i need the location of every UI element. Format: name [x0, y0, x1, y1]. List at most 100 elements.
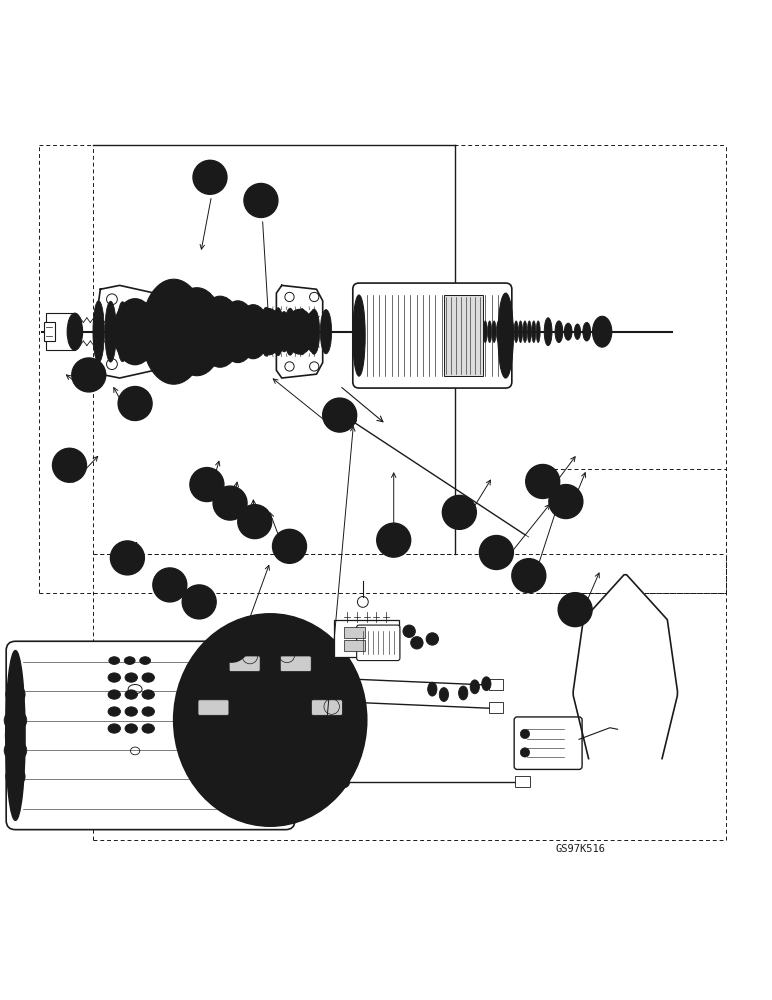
Ellipse shape [501, 321, 505, 343]
Ellipse shape [67, 313, 83, 350]
Ellipse shape [164, 304, 176, 360]
Circle shape [323, 398, 357, 432]
Ellipse shape [212, 319, 228, 344]
Ellipse shape [259, 317, 278, 347]
Text: 10: 10 [282, 540, 297, 553]
Ellipse shape [320, 310, 332, 354]
Text: 8: 8 [226, 497, 234, 510]
Circle shape [52, 448, 86, 482]
Ellipse shape [293, 312, 303, 352]
Text: 13: 13 [313, 742, 328, 755]
Ellipse shape [353, 295, 365, 376]
Ellipse shape [111, 709, 117, 714]
Circle shape [244, 183, 278, 217]
Ellipse shape [566, 327, 571, 337]
Ellipse shape [236, 306, 248, 357]
Ellipse shape [128, 726, 134, 731]
Ellipse shape [4, 742, 18, 759]
Ellipse shape [483, 321, 487, 343]
Ellipse shape [296, 309, 308, 355]
Ellipse shape [237, 305, 269, 359]
Text: 5: 5 [166, 578, 174, 591]
Ellipse shape [125, 673, 137, 682]
Ellipse shape [109, 657, 120, 664]
Ellipse shape [129, 302, 141, 361]
Ellipse shape [4, 712, 18, 729]
Ellipse shape [145, 675, 151, 680]
Ellipse shape [295, 325, 304, 339]
Text: 16: 16 [521, 569, 537, 582]
Ellipse shape [459, 686, 468, 700]
Ellipse shape [108, 707, 120, 716]
Ellipse shape [113, 299, 156, 365]
Ellipse shape [111, 659, 117, 663]
Ellipse shape [5, 686, 19, 703]
Ellipse shape [564, 323, 572, 340]
Ellipse shape [248, 322, 259, 341]
Circle shape [479, 536, 513, 569]
FancyBboxPatch shape [280, 656, 311, 671]
Text: 17: 17 [535, 475, 550, 488]
Ellipse shape [108, 690, 120, 699]
Circle shape [337, 776, 350, 788]
Ellipse shape [120, 308, 150, 356]
Ellipse shape [227, 672, 313, 768]
Text: 15: 15 [489, 546, 504, 559]
Ellipse shape [428, 682, 437, 696]
Ellipse shape [125, 707, 137, 716]
FancyBboxPatch shape [229, 656, 260, 671]
Ellipse shape [174, 614, 367, 826]
Circle shape [118, 387, 152, 420]
Ellipse shape [140, 657, 151, 664]
Ellipse shape [170, 288, 224, 376]
Ellipse shape [117, 302, 128, 362]
Ellipse shape [255, 309, 283, 355]
Text: 2: 2 [131, 397, 139, 410]
Ellipse shape [127, 318, 144, 346]
Ellipse shape [111, 675, 117, 680]
Ellipse shape [13, 742, 27, 759]
Ellipse shape [557, 325, 561, 338]
Ellipse shape [145, 692, 151, 697]
Circle shape [512, 559, 546, 593]
Ellipse shape [479, 321, 482, 343]
Ellipse shape [583, 322, 591, 341]
Circle shape [238, 505, 272, 539]
Ellipse shape [179, 303, 215, 360]
Ellipse shape [555, 321, 563, 343]
Ellipse shape [510, 321, 513, 343]
Ellipse shape [291, 318, 308, 345]
Ellipse shape [141, 279, 206, 384]
FancyBboxPatch shape [514, 717, 582, 769]
Ellipse shape [260, 307, 272, 356]
Ellipse shape [225, 306, 236, 357]
Ellipse shape [153, 298, 195, 366]
Ellipse shape [153, 303, 164, 360]
Ellipse shape [482, 677, 491, 691]
FancyBboxPatch shape [6, 641, 295, 830]
Ellipse shape [111, 726, 117, 731]
Ellipse shape [212, 305, 224, 358]
Circle shape [215, 628, 249, 662]
Circle shape [153, 568, 187, 602]
Ellipse shape [514, 321, 518, 343]
FancyBboxPatch shape [489, 702, 503, 713]
Ellipse shape [6, 651, 25, 820]
Ellipse shape [308, 309, 320, 354]
Ellipse shape [532, 321, 536, 343]
Polygon shape [573, 575, 678, 759]
FancyBboxPatch shape [344, 640, 365, 651]
Ellipse shape [125, 690, 137, 699]
Ellipse shape [306, 312, 317, 352]
Ellipse shape [316, 694, 325, 708]
Ellipse shape [546, 323, 550, 340]
Ellipse shape [142, 724, 154, 733]
Ellipse shape [206, 309, 234, 355]
Ellipse shape [593, 316, 611, 347]
Ellipse shape [492, 321, 496, 343]
Text: 21: 21 [567, 603, 583, 616]
Ellipse shape [470, 680, 479, 694]
Ellipse shape [12, 768, 25, 785]
Ellipse shape [142, 673, 154, 682]
Ellipse shape [597, 323, 608, 340]
